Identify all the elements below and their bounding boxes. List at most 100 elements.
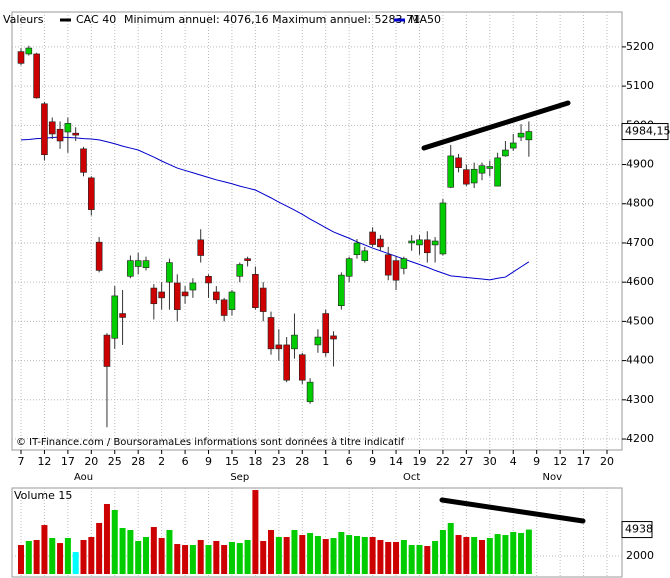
volume-bar <box>408 545 415 574</box>
x-tick-label: 20 <box>84 455 98 468</box>
volume-bar <box>260 540 267 574</box>
volume-title: Volume 15 <box>14 489 72 502</box>
candle-body <box>17 51 25 64</box>
trend-line <box>421 100 571 151</box>
candle-body <box>252 274 259 308</box>
last-value-box <box>621 521 653 539</box>
candle-body <box>244 258 251 261</box>
volume-bar <box>494 534 501 574</box>
candle-body <box>33 53 40 99</box>
x-tick-label: 27 <box>459 455 473 468</box>
candle-body <box>275 344 283 350</box>
volume-bar <box>346 535 353 574</box>
last-value-box <box>621 123 669 141</box>
volume-bar <box>57 543 64 574</box>
candle-body <box>95 241 103 271</box>
x-tick-label: 30 <box>483 455 497 468</box>
month-label: Nov <box>543 472 563 483</box>
volume-bar <box>88 537 95 574</box>
candle-body <box>56 128 64 142</box>
y-tick-label: 4900 <box>626 158 654 171</box>
volume-bar <box>96 522 103 574</box>
candle-body <box>205 275 212 284</box>
volume-bar <box>221 545 228 574</box>
candle-body <box>150 287 158 305</box>
candle-body <box>166 262 173 283</box>
volume-bar <box>25 540 32 574</box>
volume-bar <box>471 537 478 574</box>
x-tick-label: 4 <box>510 455 517 468</box>
candle-body <box>41 103 48 156</box>
volume-bar <box>18 545 24 574</box>
x-tick-label: 6 <box>182 455 189 468</box>
candle-body <box>80 148 87 173</box>
candle-body <box>267 317 275 350</box>
candle-body <box>197 239 205 256</box>
candle-body <box>220 299 228 316</box>
legend-entry: CAC 40 <box>76 13 116 26</box>
volume-bar <box>455 535 462 574</box>
volume-bar <box>353 536 360 574</box>
y-tick-label: 4400 <box>626 354 654 367</box>
candle-body <box>330 335 337 340</box>
candle-body <box>416 239 423 246</box>
candle-body <box>228 291 236 310</box>
y-tick-label: 4200 <box>626 432 654 445</box>
x-tick-label: 28 <box>131 455 145 468</box>
candle-body <box>502 149 509 157</box>
y-tick-label: 5100 <box>626 79 654 92</box>
volume-bar <box>525 529 532 574</box>
x-tick-label: 22 <box>436 455 450 468</box>
candle-body <box>345 258 353 277</box>
y-tick-label: 4600 <box>626 275 654 288</box>
volume-bar <box>478 539 485 574</box>
volume-bar <box>158 538 165 574</box>
trend-line <box>439 497 586 524</box>
x-tick-label: 20 <box>600 455 614 468</box>
volume-bar <box>510 531 517 574</box>
volume-bar <box>424 546 431 574</box>
x-tick-label: 19 <box>412 455 426 468</box>
volume-bar <box>205 545 212 574</box>
month-label: Sep <box>230 472 249 483</box>
candle-body <box>283 344 290 381</box>
volume-bar <box>486 538 493 574</box>
volume-bar <box>189 545 196 574</box>
x-tick-label: 6 <box>346 455 353 468</box>
candle-body <box>392 260 400 281</box>
volume-bar <box>463 537 470 574</box>
candle-body <box>384 254 392 276</box>
volume-bar <box>244 539 251 574</box>
volume-bar <box>182 545 189 574</box>
volume-bar <box>228 541 235 574</box>
candle-body <box>88 177 95 210</box>
volume-bar <box>361 537 368 574</box>
volume-bar <box>291 529 298 574</box>
candle-body <box>48 121 56 135</box>
candle-body <box>127 260 134 277</box>
volume-bar <box>49 538 56 574</box>
x-tick-label: 12 <box>553 455 567 468</box>
annual-range: Minimum annuel: 4076,16 Maximum annuel: … <box>124 13 420 26</box>
y-tick-label: 2000 <box>626 549 654 562</box>
candle-body <box>400 258 408 269</box>
x-tick-label: 23 <box>272 455 286 468</box>
x-tick-label: 14 <box>389 455 403 468</box>
volume-bar <box>377 539 384 574</box>
volume-bar <box>275 537 282 574</box>
candle-body <box>369 231 376 245</box>
candle-body <box>463 169 470 185</box>
candle-body <box>377 238 384 248</box>
volume-bar <box>33 539 40 574</box>
volume-bar <box>314 536 321 574</box>
y-tick-label: 4800 <box>626 197 654 210</box>
volume-bar <box>307 532 314 574</box>
volume-bar <box>236 543 243 574</box>
candle-body <box>408 240 415 244</box>
volume-bar <box>80 539 87 574</box>
volume-bar <box>166 529 173 574</box>
candle-body <box>119 313 126 318</box>
candle-body <box>439 202 447 255</box>
volume-bar <box>252 490 259 574</box>
volume-bar <box>502 535 509 574</box>
